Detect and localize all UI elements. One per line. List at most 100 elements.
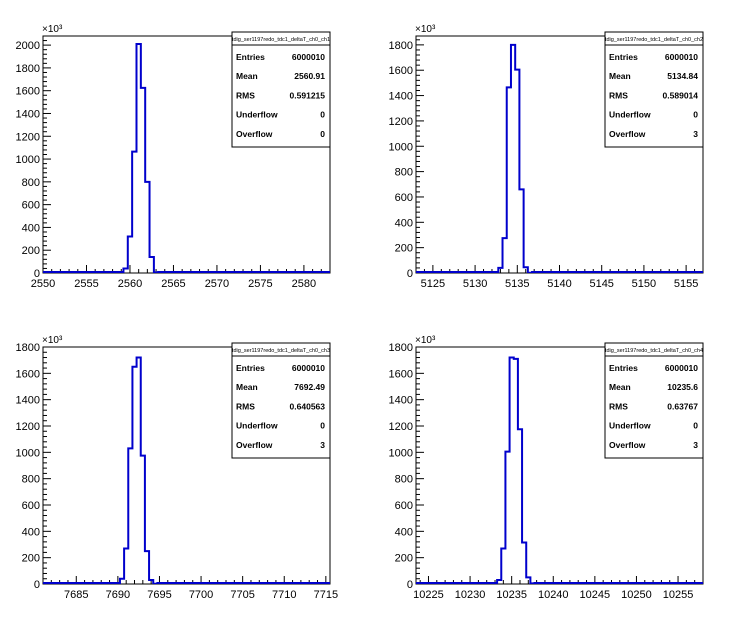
y-tick-label: 1200 xyxy=(389,116,413,128)
stats-key-mean: Mean xyxy=(236,71,258,81)
stats-key-rms: RMS xyxy=(236,401,255,411)
stats-key-mean: Mean xyxy=(609,382,631,392)
x-tick-label: 10235 xyxy=(496,589,527,601)
y-exponent-label: ×10³ xyxy=(415,24,436,35)
stats-box-frame xyxy=(231,31,331,148)
x-tick-label: 7715 xyxy=(314,589,338,601)
histogram-outline xyxy=(416,356,703,584)
stats-box: tdig_ser1197redo_tdc1_deltaT_ch0_ch4 Entr… xyxy=(604,342,704,459)
x-tick-label: 10240 xyxy=(538,589,569,601)
stats-key-underflow: Underflow xyxy=(236,421,278,431)
x-tick-label: 5155 xyxy=(674,278,698,290)
y-exponent-label: ×10³ xyxy=(415,335,436,346)
stats-box: tdig_ser1197redo_tdc1_deltaT_ch0_ch3 Entr… xyxy=(231,342,331,459)
y-tick-label: 1400 xyxy=(16,395,40,407)
stats-value-rms: 0.63767 xyxy=(667,401,698,411)
y-tick-label: 600 xyxy=(395,192,413,204)
y-tick-label: 400 xyxy=(22,222,40,234)
stats-value-entries: 6000010 xyxy=(665,363,698,373)
y-tick-label: 1000 xyxy=(16,447,40,459)
y-tick-label: 0 xyxy=(34,579,40,591)
stats-key-entries: Entries xyxy=(236,52,265,62)
y-tick-label: 1800 xyxy=(389,342,413,354)
y-tick-label: 800 xyxy=(395,167,413,179)
stats-key-overflow: Overflow xyxy=(609,129,646,139)
stats-key-entries: Entries xyxy=(236,363,265,373)
x-tick-label: 7705 xyxy=(230,589,254,601)
x-tick-label: 5150 xyxy=(632,278,656,290)
histogram-pad-2: 0 200 400 600 800 1000 1200 1400 1600 1800 5125 513… xyxy=(389,24,704,290)
x-tick-label: 2565 xyxy=(161,278,185,290)
y-tick-label: 400 xyxy=(395,526,413,538)
y-tick-label: 800 xyxy=(22,474,40,486)
y-tick-label: 800 xyxy=(22,177,40,189)
x-tick-label: 5125 xyxy=(421,278,445,290)
histogram-outline xyxy=(43,356,330,584)
stats-value-underflow: 0 xyxy=(693,110,698,120)
y-exponent-label: ×10³ xyxy=(42,24,63,35)
stats-box: tdig_ser1197redo_tdc1_deltaT_ch0_ch1 Entr… xyxy=(231,31,331,148)
y-tick-label: 1200 xyxy=(16,131,40,143)
histogram-outline xyxy=(416,43,703,273)
stats-box-frame xyxy=(604,31,704,148)
x-tick-label: 10225 xyxy=(413,589,444,601)
stats-key-entries: Entries xyxy=(609,52,638,62)
stats-box-frame xyxy=(604,342,704,459)
histogram-pad-1: 0 200 400 600 800 1000 1200 1400 1600 1800 2000 255… xyxy=(16,24,331,290)
stats-value-underflow: 0 xyxy=(693,421,698,431)
stats-value-overflow: 0 xyxy=(320,129,325,139)
stats-key-overflow: Overflow xyxy=(609,440,646,450)
stats-value-rms: 0.591215 xyxy=(290,90,326,100)
stats-value-rms: 0.640563 xyxy=(290,401,326,411)
histogram-pad-3: 0 200 400 600 800 1000 1200 1400 1600 1800 7685 769… xyxy=(16,335,339,601)
y-tick-label: 200 xyxy=(22,553,40,565)
stats-key-underflow: Underflow xyxy=(236,110,278,120)
x-tick-label: 2570 xyxy=(205,278,229,290)
stats-box-frame xyxy=(231,342,331,459)
x-tick-label: 5135 xyxy=(505,278,529,290)
stats-key-mean: Mean xyxy=(609,71,631,81)
y-tick-label: 600 xyxy=(22,500,40,512)
x-tick-label: 7690 xyxy=(106,589,130,601)
stats-key-underflow: Underflow xyxy=(609,110,651,120)
y-exponent-label: ×10³ xyxy=(42,335,63,346)
y-tick-label: 0 xyxy=(407,579,413,591)
y-tick-label: 400 xyxy=(395,217,413,229)
stats-title: tdig_ser1197redo_tdc1_deltaT_ch0_ch3 xyxy=(232,348,330,354)
y-tick-label: 1600 xyxy=(16,368,40,380)
stats-value-mean: 7692.49 xyxy=(294,382,325,392)
stats-key-overflow: Overflow xyxy=(236,440,273,450)
y-tick-label: 1600 xyxy=(389,65,413,77)
x-tick-label: 5140 xyxy=(547,278,571,290)
y-tick-label: 600 xyxy=(395,500,413,512)
stats-key-rms: RMS xyxy=(236,90,255,100)
histogram-pad-4: 0 200 400 600 800 1000 1200 1400 1600 1800 10225 10… xyxy=(389,335,704,601)
y-tick-label: 1800 xyxy=(16,342,40,354)
stats-key-mean: Mean xyxy=(236,382,258,392)
y-tick-label: 1400 xyxy=(389,91,413,103)
x-tick-label: 5130 xyxy=(463,278,487,290)
stats-value-overflow: 3 xyxy=(693,440,698,450)
x-tick-label: 2555 xyxy=(74,278,98,290)
x-tick-label: 7685 xyxy=(64,589,88,601)
y-tick-label: 1000 xyxy=(389,141,413,153)
y-tick-label: 0 xyxy=(34,268,40,280)
y-tick-label: 0 xyxy=(407,268,413,280)
stats-key-entries: Entries xyxy=(609,363,638,373)
y-tick-label: 1800 xyxy=(16,63,40,75)
y-tick-label: 200 xyxy=(22,245,40,257)
stats-value-entries: 6000010 xyxy=(292,52,325,62)
stats-title: tdig_ser1197redo_tdc1_deltaT_ch0_ch2 xyxy=(605,37,703,43)
x-tick-label: 10250 xyxy=(621,589,652,601)
y-tick-label: 1400 xyxy=(389,395,413,407)
stats-value-mean: 10235.6 xyxy=(667,382,698,392)
y-tick-label: 800 xyxy=(395,474,413,486)
y-tick-label: 400 xyxy=(22,526,40,538)
x-tick-label: 2580 xyxy=(292,278,316,290)
y-tick-label: 200 xyxy=(395,553,413,565)
y-tick-label: 200 xyxy=(395,243,413,255)
histogram-outline xyxy=(43,42,330,273)
x-tick-label: 10245 xyxy=(580,589,611,601)
stats-key-rms: RMS xyxy=(609,401,628,411)
